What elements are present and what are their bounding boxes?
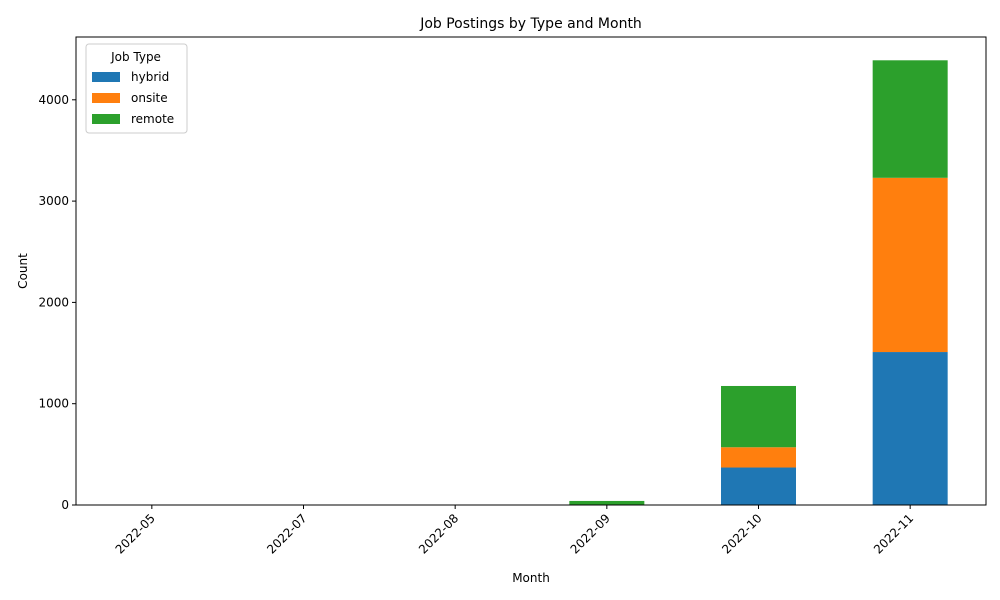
x-tick-label: 2022-09 [568,511,613,556]
y-tick-label: 1000 [38,397,69,411]
legend-title: Job Type [110,50,161,64]
y-tick-label: 2000 [38,295,69,309]
bar-remote-2022-11 [872,60,948,178]
bar-onsite-2022-10 [721,447,796,468]
bar-hybrid-2022-11 [872,352,948,505]
x-tick-label: 2022-07 [264,511,309,556]
y-axis: 0 1000 2000 3000 4000 [38,93,76,512]
legend-label-onsite: onsite [131,91,168,105]
x-tick-label: 2022-10 [719,511,764,556]
x-axis-label: Month [512,571,550,585]
y-tick-label: 4000 [38,93,69,107]
bar-remote-2022-09 [569,500,645,505]
bar-hybrid-2022-10 [721,467,796,505]
legend: Job Type hybrid onsite remote [85,43,188,134]
chart-title: Job Postings by Type and Month [419,16,642,32]
bars-group [114,60,948,505]
y-tick-label: 0 [61,498,69,512]
legend-frame [85,43,188,134]
bar-onsite-2022-11 [872,177,948,353]
y-tick-label: 3000 [38,194,69,208]
legend-label-hybrid: hybrid [131,70,169,84]
legend-swatch-onsite [92,93,120,103]
bar-remote-2022-10 [721,385,796,448]
x-axis: 2022-05 2022-07 2022-08 2022-09 2022-10 2022-… [113,505,916,557]
x-tick-label: 2022-05 [113,511,158,556]
legend-swatch-hybrid [92,72,120,82]
legend-swatch-remote [92,114,120,124]
legend-label-remote: remote [131,112,174,126]
x-tick-label: 2022-08 [416,511,461,556]
y-axis-label: Count [16,253,30,289]
x-tick-label: 2022-11 [871,511,916,556]
plot-frame [75,36,987,506]
